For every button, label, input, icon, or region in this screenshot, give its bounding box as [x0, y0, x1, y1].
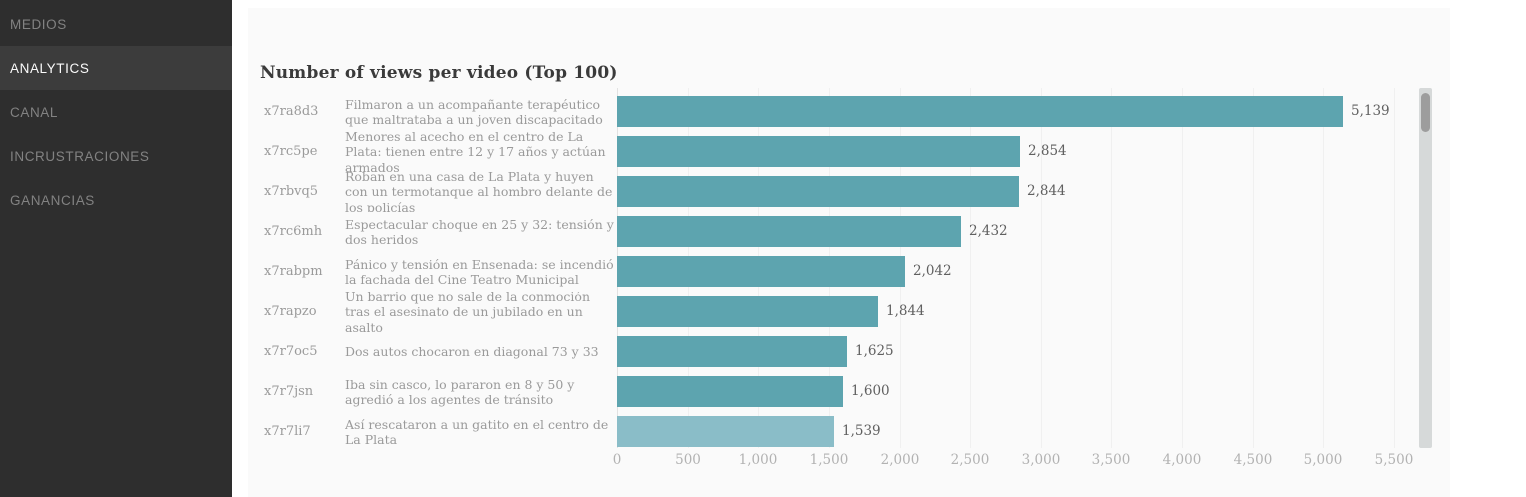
sidebar-item-canal[interactable]: CANAL: [0, 90, 232, 134]
video-title: Pánico y tensión en Ensenada: se incendi…: [345, 256, 614, 288]
sidebar: MEDIOS ANALYTICS CANAL INCRUSTRACIONES G…: [0, 0, 232, 497]
axis-ticks: 0 500 1,000 1,500 2,000 2,500 3,000 3,500 4,000 4…: [248, 452, 1450, 476]
bar-value-label: 2,844: [1027, 183, 1066, 199]
analytics-panel: Number of views per video (Top 100) x7ra…: [248, 8, 1450, 497]
chart-row: x7r7li7 Así rescataron a un gatito en el …: [248, 412, 1450, 452]
axis-tick-label: 500: [675, 452, 701, 468]
chart-scrollbar[interactable]: [1419, 88, 1432, 448]
chart-row: x7r7jsn Iba sin casco, lo pararon en 8 y …: [248, 372, 1450, 412]
sidebar-item-ganancias[interactable]: GANANCIAS: [0, 178, 232, 222]
chart-title: Number of views per video (Top 100): [260, 63, 618, 83]
video-title: Menores al acecho en el centro de La Pla…: [345, 132, 606, 172]
video-title: Iba sin casco, lo pararon en 8 y 50 y ag…: [345, 376, 575, 408]
bar-value-label: 2,042: [913, 263, 952, 279]
video-id: x7ra8d3: [264, 104, 319, 119]
video-title: Espectacular choque en 25 y 32: tensión …: [345, 216, 614, 248]
sidebar-item-label: GANANCIAS: [10, 192, 95, 208]
video-title: Así rescataron a un gatito en el centro …: [345, 416, 609, 448]
video-id: x7r7jsn: [264, 384, 314, 399]
bar[interactable]: [617, 376, 843, 407]
video-title: Un barrio que no sale de la conmoción tr…: [345, 292, 590, 332]
chart-row: x7rabpm Pánico y tensión en Ensenada: se …: [248, 252, 1450, 292]
chart-row: x7r7oc5 Dos autos chocaron en diagonal 73…: [248, 332, 1450, 372]
video-title: Dos autos chocaron en diagonal 73 y 33: [345, 344, 599, 360]
bar-value-label: 2,432: [969, 223, 1008, 239]
video-id: x7rc6mh: [264, 224, 323, 239]
chart-rows: x7ra8d3 Filmaron a un acompañante terapéu…: [248, 92, 1450, 452]
video-id: x7r7li7: [264, 424, 311, 439]
bar[interactable]: [617, 176, 1019, 207]
axis-tick-label: 2,500: [950, 452, 990, 468]
video-id: x7r7oc5: [264, 344, 318, 359]
bar-value-label: 1,625: [855, 343, 894, 359]
gridline: [1253, 88, 1254, 448]
sidebar-item-label: CANAL: [10, 104, 59, 120]
bar[interactable]: [617, 136, 1020, 167]
sidebar-item-label: INCRUSTRACIONES: [10, 148, 150, 164]
chart-row: x7rc5pe Menores al acecho en el centro de…: [248, 132, 1450, 172]
gridline: [970, 88, 971, 448]
bar-value-label: 1,600: [851, 383, 890, 399]
video-title: Filmaron a un acompañante terapéutico qu…: [345, 96, 603, 128]
gridline: [1041, 88, 1042, 448]
bar-value-label: 5,139: [1351, 103, 1390, 119]
scrollbar-thumb[interactable]: [1421, 93, 1430, 132]
video-id: x7rbvq5: [264, 184, 319, 199]
bar[interactable]: [617, 416, 834, 447]
sidebar-item-medios[interactable]: MEDIOS: [0, 2, 232, 46]
bar[interactable]: [617, 216, 961, 247]
axis-tick-label: 0: [612, 452, 622, 468]
chart-row: x7rapzo Un barrio que no sale de la conmo…: [248, 292, 1450, 332]
sidebar-item-analytics[interactable]: ANALYTICS: [0, 46, 232, 90]
axis-tick-label: 1,500: [809, 452, 849, 468]
bar-value-label: 1,539: [842, 423, 881, 439]
axis-tick-label: 5,500: [1374, 452, 1414, 468]
video-id: x7rc5pe: [264, 144, 318, 159]
sidebar-item-label: ANALYTICS: [10, 60, 90, 76]
gridline: [1394, 88, 1395, 448]
video-id: x7rabpm: [264, 264, 323, 279]
sidebar-item-label: MEDIOS: [10, 16, 67, 32]
gridline: [1323, 88, 1324, 448]
bar[interactable]: [617, 96, 1343, 127]
bar[interactable]: [617, 336, 847, 367]
gridline: [1111, 88, 1112, 448]
axis-tick-label: 4,500: [1233, 452, 1273, 468]
gridline: [1182, 88, 1183, 448]
chart-row: x7rbvq5 Roban en una casa de La Plata y h…: [248, 172, 1450, 212]
video-id: x7rapzo: [264, 304, 317, 319]
bar[interactable]: [617, 296, 878, 327]
bar-value-label: 1,844: [886, 303, 925, 319]
axis-tick-label: 5,000: [1303, 452, 1343, 468]
chart-row: x7ra8d3 Filmaron a un acompañante terapéu…: [248, 92, 1450, 132]
axis-tick-label: 3,500: [1091, 452, 1131, 468]
axis-tick-label: 2,000: [880, 452, 920, 468]
sidebar-item-incrustraciones[interactable]: INCRUSTRACIONES: [0, 134, 232, 178]
axis-tick-label: 1,000: [738, 452, 778, 468]
chart-row: x7rc6mh Espectacular choque en 25 y 32: t…: [248, 212, 1450, 252]
bar-value-label: 2,854: [1028, 143, 1067, 159]
video-title: Roban en una casa de La Plata y huyen co…: [345, 172, 613, 212]
axis-tick-label: 3,000: [1021, 452, 1061, 468]
axis-tick-label: 4,000: [1162, 452, 1202, 468]
bar[interactable]: [617, 256, 905, 287]
